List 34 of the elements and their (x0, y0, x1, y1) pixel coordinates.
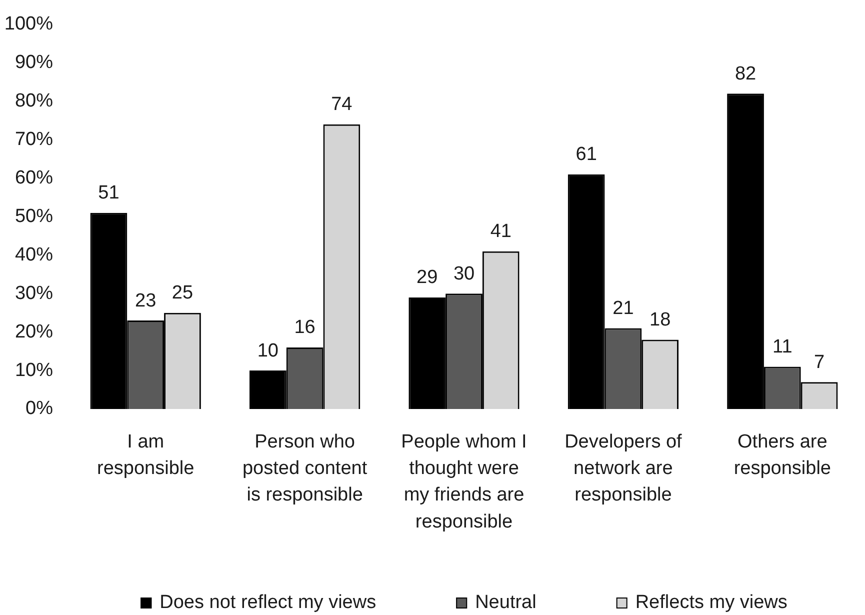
data-label: 10 (257, 340, 278, 362)
data-label: 7 (814, 352, 825, 373)
data-label: 30 (453, 263, 475, 284)
legend-label: Reflects my views (635, 592, 788, 614)
data-label: 23 (135, 290, 156, 312)
y-tick-label: 0% (26, 398, 54, 420)
data-label: 29 (416, 267, 438, 288)
data-label: 74 (331, 94, 353, 116)
y-tick-label: 80% (14, 90, 54, 112)
x-tick-label: I am responsible (97, 432, 194, 480)
data-label: 51 (98, 182, 120, 204)
data-label: 82 (734, 63, 756, 84)
y-tick-label: 60% (14, 167, 54, 188)
x-tick-label: Person who posted content is responsible (242, 432, 368, 506)
y-tick-label: 100% (4, 14, 54, 35)
data-label: 25 (172, 282, 194, 304)
x-tick-label: People whom I thought were my friends are responsible (401, 432, 527, 532)
legend-label: Does not reflect my views (160, 592, 376, 614)
data-label: 41 (490, 221, 512, 242)
y-tick-label: 50% (14, 206, 54, 227)
x-tick-label: Developers of network are responsible (564, 432, 683, 506)
data-label: 18 (650, 310, 671, 331)
x-tick-label: Others are responsible (734, 432, 831, 480)
legend-label: Neutral (475, 592, 536, 614)
y-tick-label: 70% (14, 129, 54, 150)
data-label: 11 (772, 336, 792, 358)
y-tick-label: 10% (14, 360, 54, 381)
data-label: 16 (294, 317, 316, 338)
y-tick-label: 20% (14, 321, 54, 342)
y-tick-label: 90% (14, 52, 54, 74)
data-label: 21 (612, 298, 634, 319)
data-label: 61 (576, 144, 597, 166)
y-tick-label: 40% (14, 244, 54, 266)
y-tick-label: 30% (14, 282, 54, 304)
